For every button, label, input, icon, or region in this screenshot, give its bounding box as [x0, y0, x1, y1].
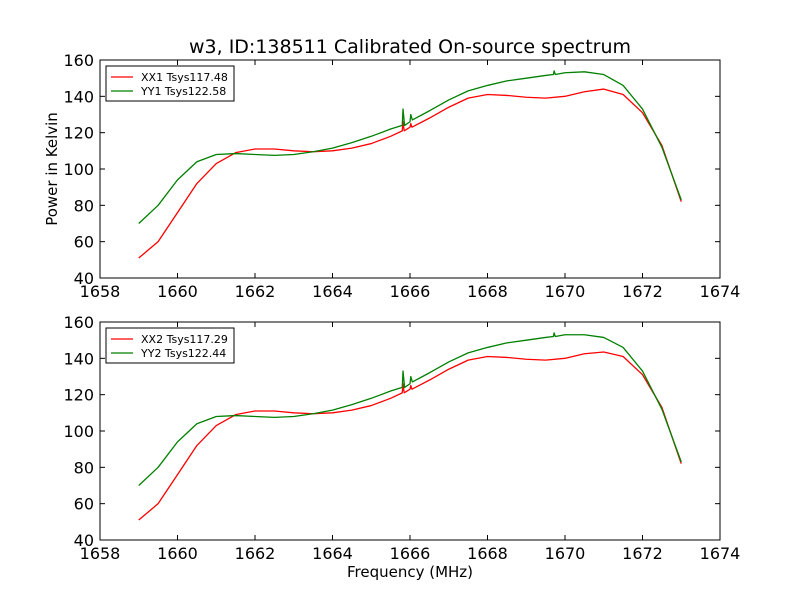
legend-box	[105, 65, 235, 102]
x-tick-label: 1674	[700, 544, 741, 563]
y-tick-label: 60	[74, 233, 94, 252]
x-tick-label: 1670	[545, 544, 586, 563]
x-axis-label: Frequency (MHz)	[347, 563, 473, 581]
series-line-1	[138, 351, 682, 521]
x-tick-label: 1664	[312, 282, 353, 301]
y-tick-label: 80	[74, 458, 94, 477]
x-tick-label: 1662	[235, 544, 276, 563]
legend-box	[105, 327, 235, 364]
x-tick-label: 1666	[390, 282, 431, 301]
y-tick-label: 100	[63, 160, 94, 179]
panel-top: 1658 1660 1662 1664 1666 1668 1670 1672 1674 40 60…	[43, 51, 740, 301]
y-tick-label: 80	[74, 196, 94, 215]
legend-label: YY2 Tsys122.44	[140, 347, 226, 360]
figure-title: w3, ID:138511 Calibrated On-source spect…	[189, 36, 631, 58]
y-tick-label: 120	[63, 386, 94, 405]
legend-label: XX1 Tsys117.48	[141, 71, 228, 84]
x-tick-label: 1666	[390, 544, 431, 563]
series-line-1	[138, 88, 682, 259]
x-tick-label: 1672	[622, 282, 663, 301]
x-tick-label: 1668	[467, 544, 508, 563]
x-tick-label: 1662	[235, 282, 276, 301]
y-tick-label: 60	[74, 495, 94, 514]
y-tick-label: 160	[63, 51, 94, 70]
x-tick-label: 1664	[312, 544, 353, 563]
panel-bottom: 1658 1660 1662 1664 1666 1668 1670 1672 1674 40 60…	[63, 313, 740, 581]
y-tick-label: 120	[63, 124, 94, 143]
x-tick-label: 1658	[80, 544, 121, 563]
y-tick-label: 140	[63, 349, 94, 368]
x-tick-label: 1660	[157, 544, 198, 563]
series-line-2	[138, 332, 682, 486]
x-tick-label: 1668	[467, 282, 508, 301]
y-tick-label: 40	[74, 531, 94, 550]
y-tick-label: 160	[63, 313, 94, 332]
legend-label: YY1 Tsys122.58	[140, 85, 226, 98]
x-tick-label: 1660	[157, 282, 198, 301]
x-tick-label: 1670	[545, 282, 586, 301]
y-tick-label: 100	[63, 422, 94, 441]
x-tick-label: 1672	[622, 544, 663, 563]
x-tick-label: 1658	[80, 282, 121, 301]
series-line-2	[138, 70, 682, 224]
legend-label: XX2 Tsys117.29	[141, 333, 228, 346]
y-tick-label: 40	[74, 269, 94, 288]
y-axis-label: Power in Kelvin	[43, 112, 61, 226]
x-tick-label: 1674	[700, 282, 741, 301]
y-tick-label: 140	[63, 87, 94, 106]
